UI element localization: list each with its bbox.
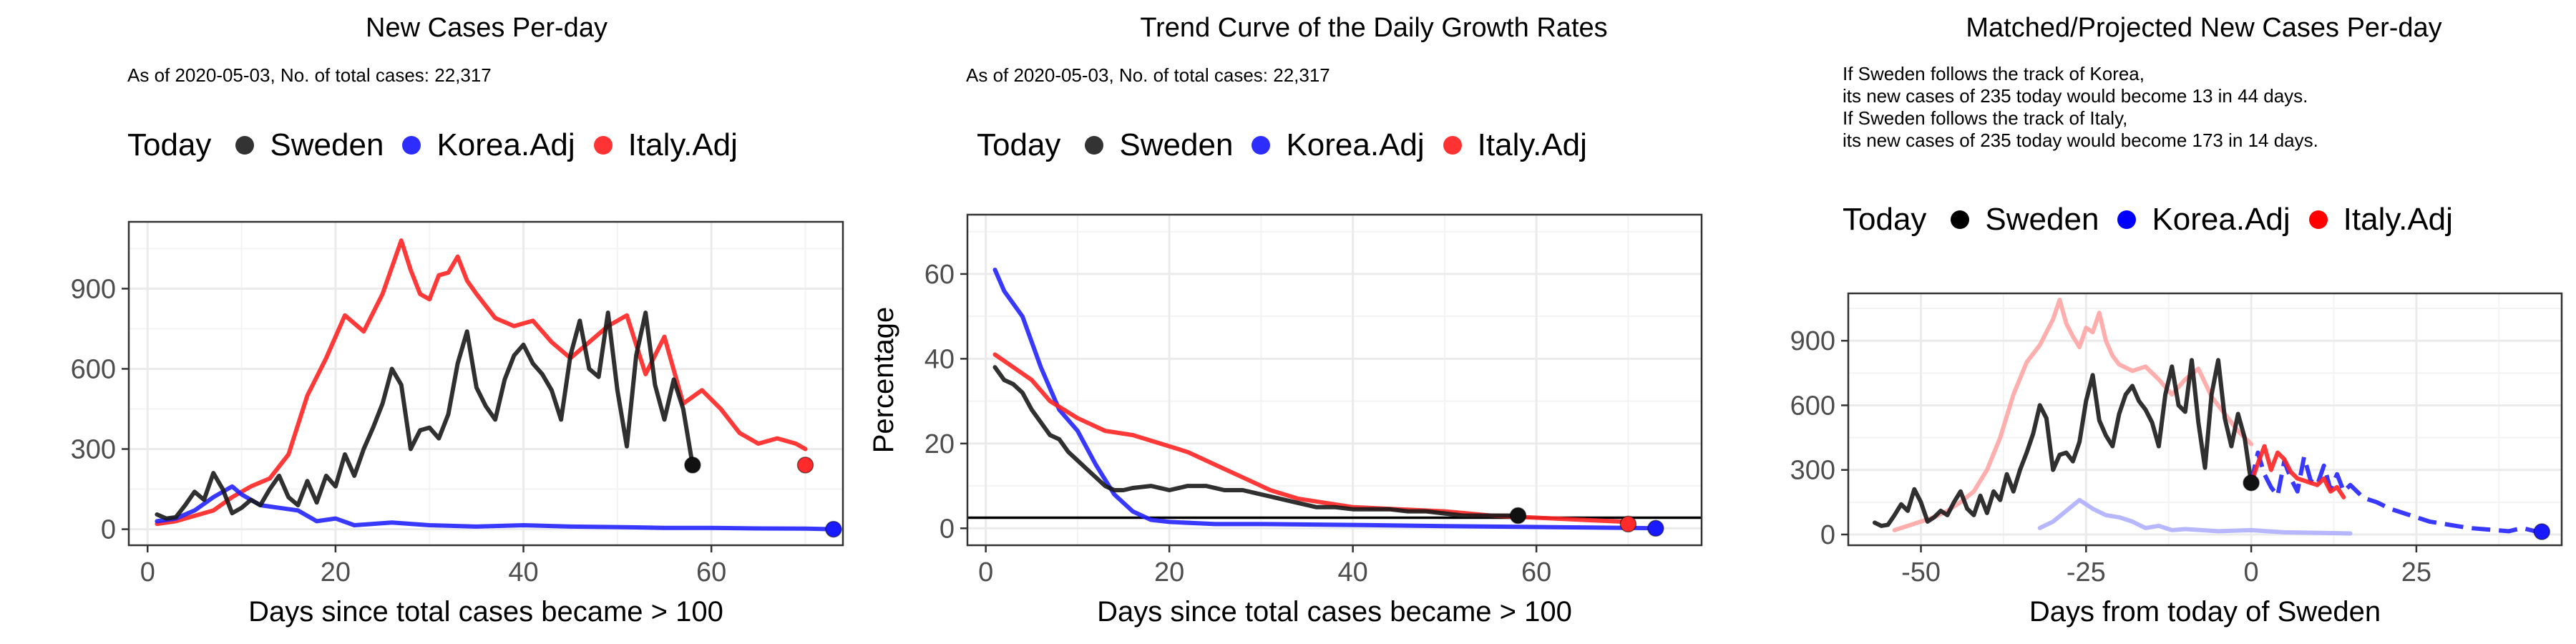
chart-title: Matched/Projected New Cases Per-day bbox=[1966, 13, 2442, 43]
plot-border bbox=[127, 220, 844, 547]
legend-title: Today bbox=[1843, 202, 1927, 237]
plot-border bbox=[966, 213, 1703, 547]
panel-growth-rates: Trend Curve of the Daily Growth Rates As… bbox=[859, 0, 1717, 644]
legend: Today Sweden Korea.Adj Italy.Adj bbox=[977, 127, 1606, 163]
legend-item-sweden: Sweden bbox=[1951, 202, 2099, 238]
legend-dot-sweden bbox=[1951, 210, 1970, 229]
series-line-korea bbox=[155, 484, 836, 532]
series-line-italy bbox=[2249, 444, 2346, 499]
x-tick-label: 0 bbox=[2244, 557, 2259, 587]
x-tick-label: 20 bbox=[1154, 557, 1184, 587]
series-line-korea_faint bbox=[2037, 497, 2353, 536]
legend-dot-korea bbox=[1252, 136, 1271, 155]
x-axis-label: Days since total cases became > 100 bbox=[1097, 596, 1572, 628]
y-tick-label: 20 bbox=[924, 429, 955, 459]
today-point-italy-adj bbox=[1619, 515, 1637, 533]
series-line-italy bbox=[155, 238, 808, 527]
chart-title: Trend Curve of the Daily Growth Rates bbox=[1140, 13, 1608, 43]
legend-item-italy: Italy.Adj bbox=[2308, 202, 2453, 238]
panel-projected: Matched/Projected New Cases Per-day If S… bbox=[1717, 0, 2576, 644]
legend-item-italy: Italy.Adj bbox=[593, 127, 738, 163]
y-axis-label: Percentage bbox=[868, 307, 899, 454]
chart-title: New Cases Per-day bbox=[366, 13, 608, 43]
today-point-italy-adj bbox=[796, 457, 814, 474]
chart-growth-rates: 0 20 40 60 0 20 40 60 Days since total cases bec… bbox=[868, 213, 1703, 628]
x-tick-label: 20 bbox=[321, 557, 351, 587]
x-axis-label: Days from today of Sweden bbox=[2029, 596, 2381, 628]
x-tick-label: 40 bbox=[1338, 557, 1368, 587]
chart-subtitle: As of 2020-05-03, No. of total cases: 22… bbox=[966, 64, 1330, 86]
today-point-sweden bbox=[684, 457, 701, 474]
y-tick-label: 300 bbox=[1790, 456, 1835, 486]
legend-title: Today bbox=[127, 127, 212, 162]
x-tick-label: 0 bbox=[140, 557, 155, 587]
x-tick-label: 60 bbox=[1521, 557, 1551, 587]
y-tick-label: 0 bbox=[1820, 520, 1835, 550]
legend-dot-korea bbox=[2117, 210, 2137, 229]
legend-item-korea: Korea.Adj bbox=[2117, 202, 2290, 238]
chart-subtitle: If Sweden follows the track of Korea, it… bbox=[1843, 63, 2318, 151]
plot-border bbox=[1847, 292, 2563, 547]
y-tick-label: 600 bbox=[71, 354, 116, 384]
chart-projected: -50 -25 0 25 0 300 600 900 Days from today of Sw… bbox=[1790, 292, 2563, 628]
x-tick-label: 60 bbox=[696, 557, 726, 587]
legend-dot-sweden bbox=[235, 136, 255, 155]
legend-item-sweden: Sweden bbox=[1085, 127, 1233, 163]
legend-item-korea: Korea.Adj bbox=[402, 127, 575, 163]
series-line-korea bbox=[992, 268, 1658, 531]
series-line-sweden bbox=[992, 365, 1521, 518]
legend-dot-italy bbox=[1443, 136, 1462, 155]
x-tick-label: 25 bbox=[2401, 557, 2431, 587]
legend: Today Sweden Korea.Adj Italy.Adj bbox=[1843, 202, 2472, 238]
legend-item-korea: Korea.Adj bbox=[1252, 127, 1425, 163]
series-line-sweden bbox=[1872, 358, 2254, 528]
series-line-sweden bbox=[155, 311, 695, 521]
y-tick-label: 60 bbox=[924, 260, 955, 290]
legend-item-italy: Italy.Adj bbox=[1443, 127, 1587, 163]
legend-dot-italy bbox=[2308, 210, 2328, 229]
x-tick-label: 40 bbox=[508, 557, 538, 587]
legend: Today Sweden Korea.Adj Italy.Adj bbox=[127, 127, 756, 163]
y-tick-label: 900 bbox=[71, 274, 116, 304]
y-tick-label: 900 bbox=[1790, 326, 1835, 356]
legend-item-sweden: Sweden bbox=[235, 127, 384, 163]
series-line-italy bbox=[992, 352, 1631, 525]
y-tick-label: 40 bbox=[924, 344, 955, 374]
today-point-korea-adj bbox=[2533, 523, 2551, 540]
x-tick-label: -50 bbox=[1901, 557, 1941, 587]
today-point-sweden bbox=[2243, 474, 2260, 492]
today-point-sweden bbox=[1509, 507, 1527, 525]
today-point-korea-adj bbox=[1647, 519, 1664, 537]
x-tick-label: 0 bbox=[978, 557, 993, 587]
y-tick-label: 0 bbox=[101, 515, 116, 545]
x-axis-label: Days since total cases became > 100 bbox=[248, 596, 723, 628]
legend-title: Today bbox=[977, 127, 1061, 162]
legend-dot-sweden bbox=[1085, 136, 1104, 155]
y-tick-label: 0 bbox=[940, 514, 955, 544]
panel-new-cases: New Cases Per-day As of 2020-05-03, No. … bbox=[0, 0, 859, 644]
y-tick-label: 600 bbox=[1790, 391, 1835, 421]
y-tick-label: 300 bbox=[71, 435, 116, 465]
today-point-korea-adj bbox=[825, 520, 842, 538]
legend-dot-korea bbox=[402, 136, 421, 155]
legend-dot-italy bbox=[593, 136, 613, 155]
x-tick-label: -25 bbox=[2067, 557, 2106, 587]
chart-subtitle: As of 2020-05-03, No. of total cases: 22… bbox=[127, 64, 492, 86]
